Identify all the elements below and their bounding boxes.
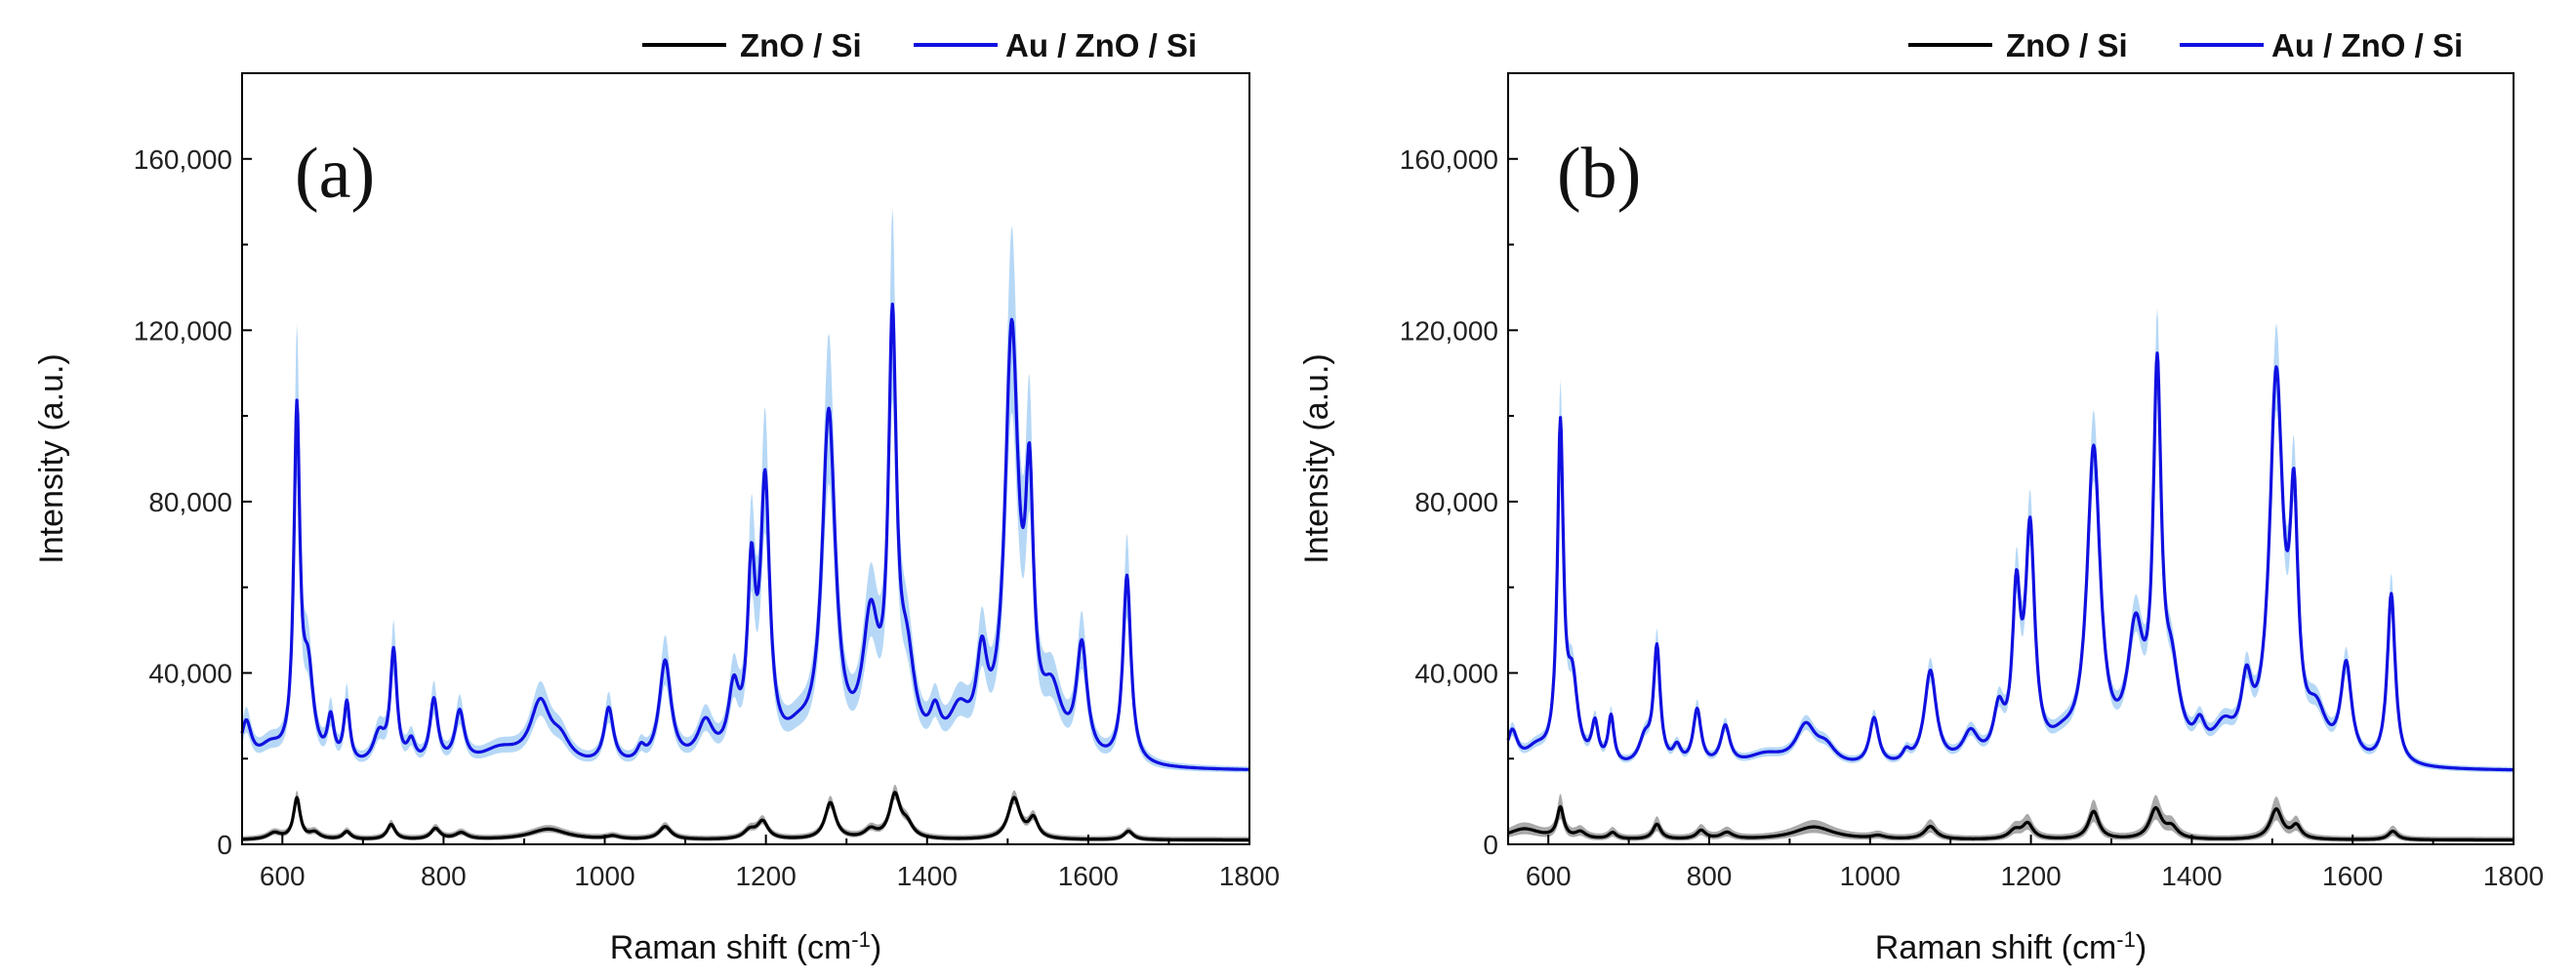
x-tick-label: 1000 — [574, 861, 634, 891]
y-tick-label: 160,000 — [1400, 144, 1498, 175]
y-tick-label: 160,000 — [134, 144, 232, 175]
y-tick-label: 80,000 — [1414, 487, 1498, 517]
x-axis-ticks: 600 800 1000 1200 1400 1600 1800 — [260, 835, 1280, 891]
legend: ZnO / Si Au / ZnO / Si — [642, 27, 1197, 63]
series-band-1 — [242, 208, 1249, 773]
series-lines — [240, 303, 1250, 842]
y-tick-label: 80,000 — [148, 487, 232, 517]
series-line-1 — [1506, 351, 2515, 772]
legend-label-zno-si: ZnO / Si — [740, 27, 862, 63]
legend-label-au-zno-si: Au / ZnO / Si — [2271, 27, 2463, 63]
series-band-1 — [1508, 308, 2514, 773]
y-tick-label: 40,000 — [148, 658, 232, 688]
x-tick-label: 600 — [260, 861, 306, 891]
x-tick-label: 1800 — [2483, 861, 2544, 891]
y-tick-label: 0 — [1483, 830, 1498, 860]
x-tick-label: 1600 — [2322, 861, 2383, 891]
y-axis-title: Intensity (a.u.) — [1298, 353, 1335, 563]
series-line-0 — [241, 791, 1250, 842]
series-lines — [1506, 351, 2515, 842]
x-tick-label: 1200 — [735, 861, 796, 891]
confidence-bands — [242, 208, 1249, 842]
x-tick-label: 1400 — [897, 861, 958, 891]
legend: ZnO / Si Au / ZnO / Si — [1908, 27, 2463, 63]
plot-frame — [241, 72, 1250, 845]
x-tick-label: 800 — [421, 861, 467, 891]
x-tick-label: 1600 — [1058, 861, 1119, 891]
x-tick-label: 800 — [1687, 861, 1733, 891]
y-axis-ticks: 0 40,000 80,000 120,000 160,000 — [1400, 144, 1518, 860]
x-tick-label: 1400 — [2161, 861, 2222, 891]
x-tick-label: 1200 — [2000, 861, 2061, 891]
legend-label-zno-si: ZnO / Si — [2006, 27, 2128, 63]
x-tick-label: 1800 — [1219, 861, 1280, 891]
chart-panel-a: 600 800 1000 1200 1400 1600 1800 0 40,000 80,000… — [33, 27, 1280, 966]
y-axis-title: Intensity (a.u.) — [33, 353, 70, 563]
chart-panel-b: 600 800 1000 1200 1400 1600 1800 0 40,000 80,000… — [1298, 27, 2544, 966]
confidence-bands — [1508, 308, 2514, 842]
panel-label: (a) — [295, 134, 375, 214]
series-line-1 — [240, 303, 1250, 771]
y-tick-label: 120,000 — [1400, 315, 1498, 346]
x-axis-ticks: 600 800 1000 1200 1400 1600 1800 — [1526, 835, 2544, 891]
plot-frame — [1507, 72, 2515, 845]
x-tick-label: 1000 — [1840, 861, 1901, 891]
series-line-0 — [1507, 804, 2515, 842]
x-tick-label: 600 — [1526, 861, 1572, 891]
y-tick-label: 40,000 — [1414, 658, 1498, 688]
y-axis-ticks: 0 40,000 80,000 120,000 160,000 — [134, 144, 252, 860]
y-tick-label: 120,000 — [134, 315, 232, 346]
x-axis-title: Raman shift (cm-1) — [610, 927, 881, 967]
y-tick-label: 0 — [217, 830, 232, 860]
x-axis-title: Raman shift (cm-1) — [1875, 927, 2147, 967]
legend-label-au-zno-si: Au / ZnO / Si — [1005, 27, 1197, 63]
series-band-0 — [242, 784, 1249, 842]
series-band-0 — [1508, 794, 2514, 842]
panel-label: (b) — [1557, 134, 1641, 214]
